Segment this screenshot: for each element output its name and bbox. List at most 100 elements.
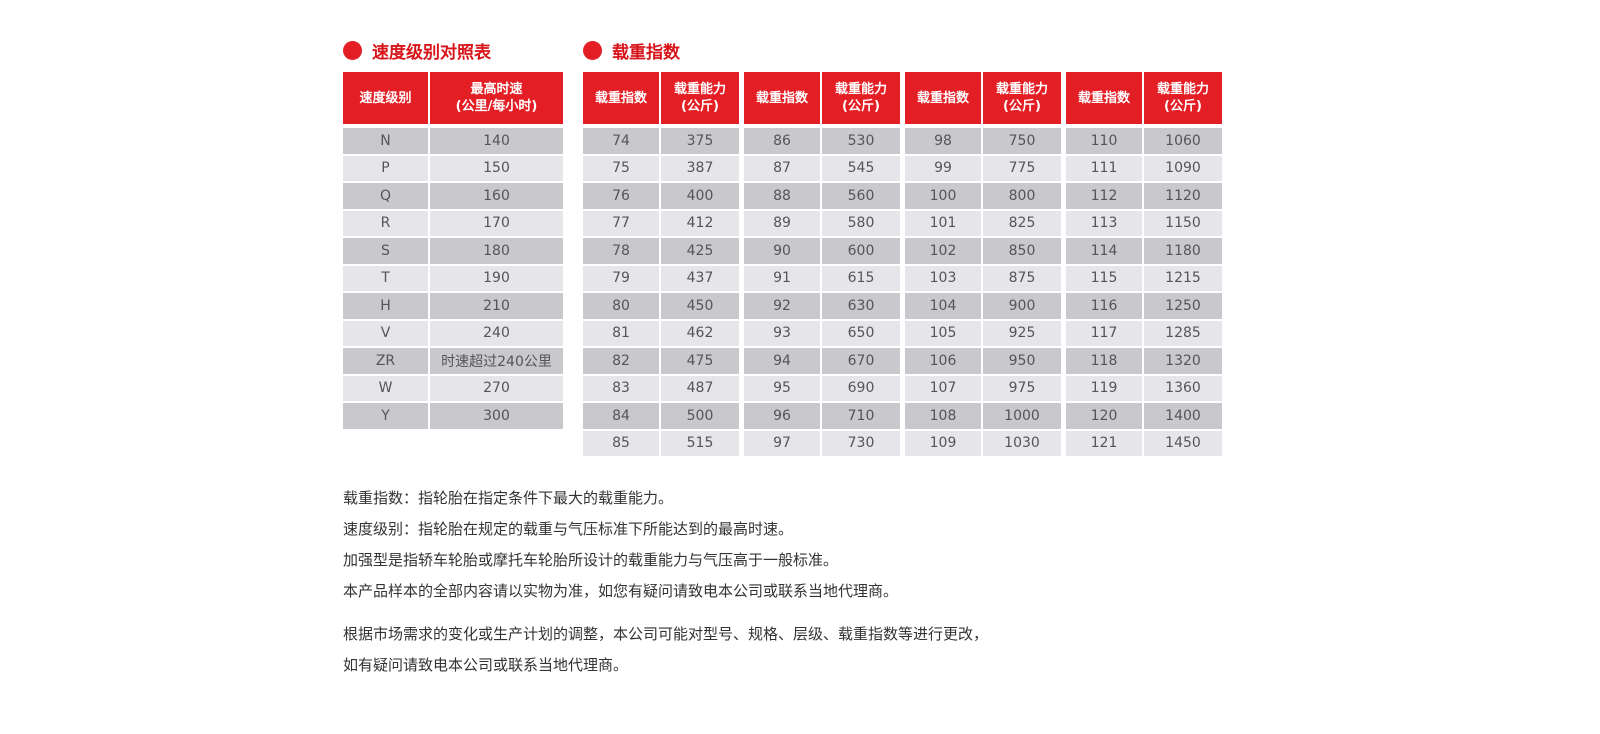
table-row: 112 1120 [1066,183,1222,211]
table-row: H 210 [343,293,563,321]
table-cell: 102 [905,238,981,266]
table-cell: 1320 [1144,348,1222,376]
header-line: (公斤) [842,99,880,114]
table-row: Q 160 [343,183,563,211]
table-row: 110 1060 [1066,128,1222,156]
table-cell: 650 [822,320,900,348]
table-cell: 91 [744,265,820,293]
table-row: 104 900 [905,293,1061,321]
table-cell: 630 [822,293,900,321]
table-row: 79 437 [583,265,739,293]
table-cell: T [343,265,428,293]
table-row: 113 1150 [1066,210,1222,238]
table-row: 78 425 [583,238,739,266]
table-cell: 240 [430,320,563,348]
title-text: 载重指数 [612,43,680,63]
load-index-table: 载重指数 载重能力 (公斤) 110 1060 111 1090 112 1120 113 1150… [1064,72,1224,458]
speed-rating-table: 速度级别 最高时速 (公里/每小时) N 140 P 150 Q 160 R 170 S 180 T 1… [341,72,565,431]
table-cell: 1285 [1144,320,1222,348]
table-row: 118 1320 [1066,348,1222,376]
table-cell: P [343,155,428,183]
header-cell: 载重能力 (公斤) [983,72,1061,128]
table-cell: 487 [661,375,739,403]
table-row: 74 375 [583,128,739,156]
table-cell: 670 [822,348,900,376]
notes: 载重指数：指轮胎在指定条件下最大的载重能力。速度级别：指轮胎在规定的载重与气压标… [343,483,988,681]
table-cell: 530 [822,128,900,156]
table-cell: 105 [905,320,981,348]
header-cell: 载重指数 [905,72,981,128]
table-row: 100 800 [905,183,1061,211]
table-cell: V [343,320,428,348]
table-cell: 600 [822,238,900,266]
table-row: 121 1450 [1066,430,1222,458]
header-line: 最高时速 [470,82,523,97]
header-line: 载重能力 [1156,82,1209,97]
header-cell: 载重能力 (公斤) [1144,72,1222,128]
table-cell: W [343,375,428,403]
table-cell: 120 [1066,403,1142,431]
title-text: 速度级别对照表 [372,43,491,63]
table-row: Y 300 [343,403,563,431]
table-cell: 462 [661,320,739,348]
table-cell: 690 [822,375,900,403]
table-cell: 时速超过240公里 [430,348,563,376]
table-cell: 110 [1066,128,1142,156]
table-cell: 412 [661,210,739,238]
table-cell: 83 [583,375,659,403]
table-cell: 79 [583,265,659,293]
table-row: 89 580 [744,210,900,238]
table-cell: 113 [1066,210,1142,238]
table-cell: 85 [583,430,659,458]
table-row: 86 530 [744,128,900,156]
note-line: 根据市场需求的变化或生产计划的调整，本公司可能对型号、规格、层级、载重指数等进行… [343,625,989,643]
table-row: 92 630 [744,293,900,321]
table-row: 119 1360 [1066,375,1222,403]
table-row: W 270 [343,375,563,403]
table-cell: 1250 [1144,293,1222,321]
table-cell: Q [343,183,428,211]
bullet-icon [583,41,602,60]
table-cell: 118 [1066,348,1142,376]
note-line: 速度级别：指轮胎在规定的载重与气压标准下所能达到的最高时速。 [343,520,794,538]
table-cell: 74 [583,128,659,156]
table-row: 84 500 [583,403,739,431]
table-cell: 1400 [1144,403,1222,431]
header-line: (公斤) [1003,99,1041,114]
table-cell: 850 [983,238,1061,266]
table-cell: 300 [430,403,563,431]
table-cell: 1120 [1144,183,1222,211]
table-row: 81 462 [583,320,739,348]
table-cell: 81 [583,320,659,348]
note-line: 本产品样本的全部内容请以实物为准，如您有疑问请致电本公司或联系当地代理商。 [343,582,899,600]
header-line: 载重能力 [673,82,726,97]
header-line: 载重能力 [995,82,1048,97]
table-cell: 86 [744,128,820,156]
header-line: (公斤) [1164,99,1202,114]
table-cell: 210 [430,293,563,321]
table-cell: 115 [1066,265,1142,293]
table-cell: 450 [661,293,739,321]
table-row: T 190 [343,265,563,293]
table-cell: 425 [661,238,739,266]
table-cell: 96 [744,403,820,431]
table-row: 80 450 [583,293,739,321]
table-cell: 387 [661,155,739,183]
table-row: 76 400 [583,183,739,211]
table-cell: 84 [583,403,659,431]
speed-table-title: 速度级别对照表 [343,38,491,63]
table-cell: 400 [661,183,739,211]
table-cell: 90 [744,238,820,266]
table-cell: 111 [1066,155,1142,183]
table-cell: 1150 [1144,210,1222,238]
table-cell: 560 [822,183,900,211]
table-cell: 77 [583,210,659,238]
table-cell: 119 [1066,375,1142,403]
table-row: 120 1400 [1066,403,1222,431]
table-cell: 1000 [983,403,1061,431]
table-cell: Y [343,403,428,431]
table-row: 85 515 [583,430,739,458]
table-cell: 875 [983,265,1061,293]
note-line: 载重指数：指轮胎在指定条件下最大的载重能力。 [343,489,674,507]
table-row: 114 1180 [1066,238,1222,266]
